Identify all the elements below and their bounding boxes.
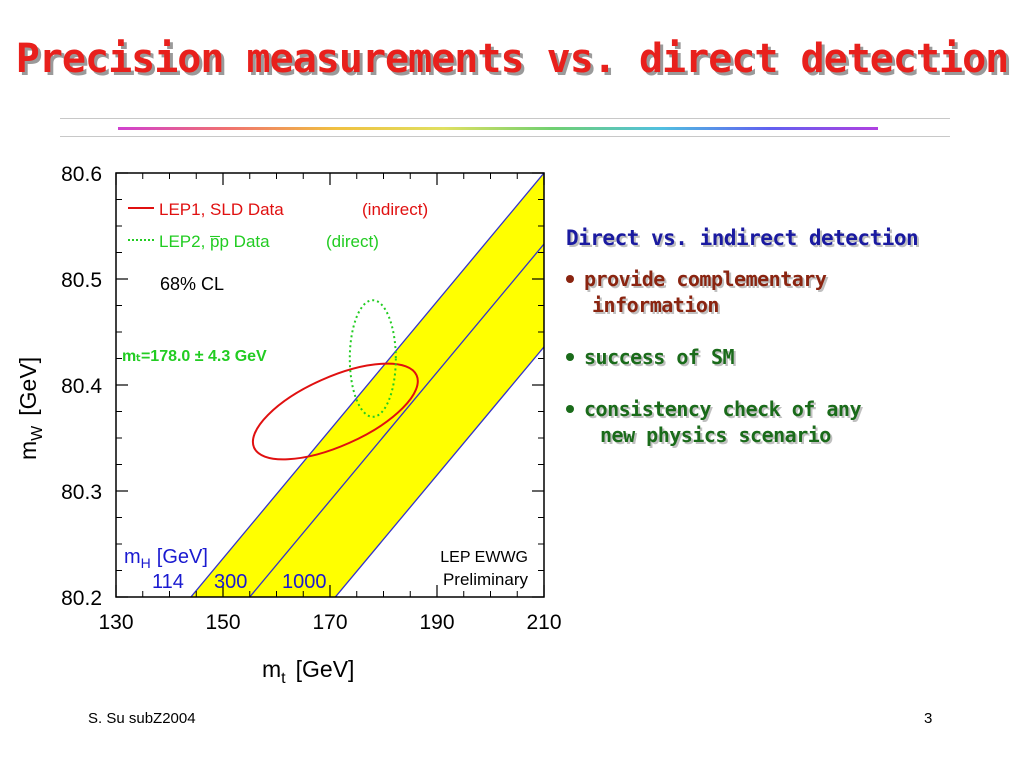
legend-lep2-tag: (direct) bbox=[326, 232, 379, 251]
slide-title: Precision measurements vs. direct detect… bbox=[15, 36, 1010, 82]
footer-page-number: 3 bbox=[924, 710, 933, 727]
y-tick-label: 80.6 bbox=[61, 163, 102, 186]
legend-cl: 68% CL bbox=[160, 274, 224, 294]
mh-value-1000: 1000 bbox=[282, 571, 327, 593]
sm-band-line-mh-300 bbox=[248, 243, 544, 597]
title-rule-bottom bbox=[60, 136, 950, 137]
mw-mt-chart: 130 150 170 190 210 80.2 80.3 80.4 80.5 80.6 LEP1… bbox=[15, 163, 562, 687]
title-rule-top bbox=[60, 118, 950, 119]
bullet-text: success of SM bbox=[584, 345, 735, 369]
mh-value-114: 114 bbox=[152, 571, 184, 593]
bullet-item-success: success of SM bbox=[566, 344, 1006, 370]
legend-lep1-label: LEP1, SLD Data bbox=[159, 200, 284, 219]
bullet-dot-icon bbox=[566, 274, 574, 283]
mh-label: mH [GeV] bbox=[124, 546, 208, 571]
bullet-item-complementary: provide complementary information bbox=[566, 266, 1006, 318]
bullet-text: provide complementary bbox=[584, 267, 827, 291]
sm-band-line-mh-1000 bbox=[334, 345, 544, 597]
legend: LEP1, SLD Data (indirect) LEP2, p̅p Data… bbox=[128, 200, 428, 294]
sm-band-layer bbox=[190, 173, 544, 597]
y-tick-label: 80.3 bbox=[61, 481, 102, 504]
mh-legend: mH [GeV] 114 300 1000 bbox=[124, 546, 327, 593]
direct-ellipse bbox=[348, 299, 397, 418]
footer-author: S. Su subZ2004 bbox=[88, 710, 196, 727]
sm-band-line-mh-114 bbox=[190, 173, 544, 597]
group-label: LEP EWWG bbox=[440, 549, 528, 566]
x-tick-label: 190 bbox=[419, 611, 454, 634]
y-tick-label: 80.2 bbox=[61, 587, 102, 610]
y-tick-label: 80.5 bbox=[61, 269, 102, 292]
group-sub: Preliminary bbox=[443, 570, 529, 589]
legend-lep2-label: LEP2, p̅p Data bbox=[159, 232, 270, 251]
y-axis-label: mW[GeV] bbox=[15, 357, 46, 460]
bullet-list: Direct vs. indirect detection provide co… bbox=[566, 226, 1006, 474]
bullet-dot-icon bbox=[566, 404, 574, 413]
mt-annotation: mₜ=178.0 ± 4.3 GeV bbox=[122, 348, 267, 365]
mh-value-300: 300 bbox=[214, 571, 247, 593]
bullet-text-cont: new physics scenario bbox=[600, 423, 831, 447]
ellipse-layer bbox=[251, 299, 419, 461]
bullet-text: consistency check of any bbox=[584, 397, 861, 421]
y-tick-label: 80.4 bbox=[61, 375, 102, 398]
x-axis-label: mt [GeV] bbox=[262, 656, 354, 687]
x-tick-label: 210 bbox=[526, 611, 561, 634]
title-rule-rainbow bbox=[118, 127, 878, 130]
legend-lep1-tag: (indirect) bbox=[362, 200, 428, 219]
bullet-heading: Direct vs. indirect detection bbox=[566, 226, 919, 250]
x-tick-label: 150 bbox=[205, 611, 240, 634]
bullet-dot-icon bbox=[566, 352, 574, 361]
x-tick-label: 130 bbox=[98, 611, 133, 634]
indirect-ellipse bbox=[251, 362, 419, 461]
bullet-item-consistency: consistency check of any new physics sce… bbox=[566, 396, 1006, 448]
tick-layer: 130 150 170 190 210 80.2 80.3 80.4 80.5 80.6 bbox=[61, 163, 561, 634]
x-tick-label: 170 bbox=[312, 611, 347, 634]
bullet-text-cont: information bbox=[592, 293, 719, 317]
